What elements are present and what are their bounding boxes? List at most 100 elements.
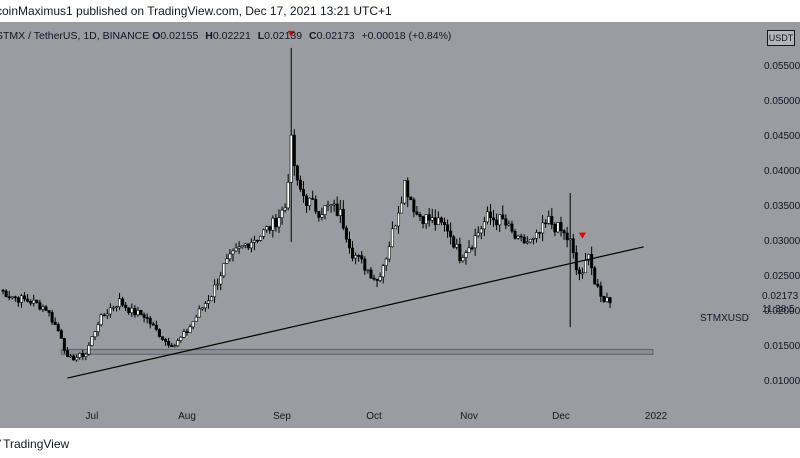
ticker-label: STMXUSDT (700, 313, 750, 324)
price-tick-label: 0.04000 (764, 166, 800, 178)
candle-body (75, 357, 79, 361)
candle-body (298, 179, 302, 190)
candle-body (446, 224, 450, 232)
candle-body (72, 355, 76, 361)
candle-body (262, 229, 266, 237)
candle-body (479, 228, 483, 234)
candle-body (90, 336, 94, 346)
candle-body (372, 277, 376, 280)
candle-body (584, 260, 588, 274)
candle-body (26, 298, 30, 302)
candle-body (476, 232, 480, 237)
candle-body (544, 222, 548, 225)
sell-signal-marker (578, 232, 586, 239)
candle-body (326, 204, 330, 207)
candle-body (531, 238, 535, 240)
price-axis[interactable]: 0.01000 0.01500 0.02000 0.02500 0.03000 0.035… (750, 22, 800, 406)
candle-body (608, 297, 612, 304)
candle-body (467, 247, 471, 254)
candle-body (482, 221, 486, 230)
candle-body (369, 269, 373, 279)
candle-body (289, 134, 293, 183)
candle-body (458, 243, 462, 262)
candle-body (142, 314, 146, 318)
candle-body (553, 224, 557, 233)
candle-body (516, 235, 520, 239)
candle-body (525, 241, 529, 244)
candle-body (308, 197, 312, 206)
candle-body (568, 238, 572, 241)
candle-body (35, 299, 39, 303)
time-tick-label: Jul (85, 411, 99, 422)
candle-body (154, 324, 158, 330)
candle-body (213, 284, 217, 298)
candle-body (234, 247, 238, 252)
candle-body (507, 223, 511, 226)
open-key: O (152, 30, 161, 42)
candle-body (286, 182, 290, 209)
price-tick-label: 0.02500 (764, 270, 800, 282)
candle-body (430, 217, 434, 221)
candle-body (203, 303, 207, 309)
candle-body (341, 208, 345, 229)
candle-body (13, 296, 17, 299)
candle-body (455, 243, 459, 248)
candle-body (470, 247, 474, 250)
candle-body (323, 205, 327, 215)
trend-line (67, 246, 644, 379)
candle-body (7, 296, 11, 299)
last-price-label: 0.02173 (762, 291, 799, 302)
high-key: H (205, 30, 213, 42)
close-key: C (309, 30, 317, 42)
candle-body (81, 353, 85, 357)
candle-body (596, 283, 600, 287)
price-tick-label: 0.01000 (764, 375, 800, 387)
candle-body (206, 300, 210, 304)
time-tick-label: Dec (552, 411, 570, 422)
candle-body (197, 308, 201, 318)
candle-body (488, 211, 492, 219)
time-axis[interactable]: Jul Aug Sep Oct Nov Dec 2022 (0, 406, 800, 428)
candle-body (108, 307, 112, 315)
candle-body (571, 238, 575, 253)
candle-body (176, 340, 180, 347)
candle-body (436, 217, 440, 225)
candle-body (179, 336, 183, 341)
candle-body (393, 225, 397, 230)
candle-body (41, 306, 45, 310)
candle-body (283, 207, 287, 211)
candle-body (387, 246, 391, 260)
candle-body (118, 298, 122, 307)
candle-body (96, 324, 100, 332)
candle-body (243, 243, 247, 246)
candle-body (397, 212, 401, 227)
candle-body (249, 242, 253, 249)
currency-button[interactable]: USDT (767, 30, 795, 46)
candle-body (44, 306, 48, 311)
candle-body (344, 227, 348, 240)
candle-body (4, 290, 8, 298)
candle-body (216, 283, 220, 286)
candle-body (433, 217, 437, 225)
candle-body (363, 258, 367, 271)
candle-body (200, 307, 204, 310)
candle-body (148, 318, 152, 325)
candle-body (29, 301, 33, 304)
candle-body (191, 321, 195, 328)
price-tick-label: 0.04500 (764, 131, 800, 143)
candle-body (541, 222, 545, 234)
candle-body (522, 236, 526, 244)
candle-body (415, 211, 419, 215)
footer: ⁄ TradingView (0, 428, 800, 458)
candle-body (580, 272, 584, 275)
chart-plot-area[interactable]: STMX / TetherUS, 1D, BINANCE O0.02155 H0… (0, 22, 750, 406)
candle-body (311, 197, 315, 200)
candle-body (301, 189, 305, 197)
candle-body (562, 230, 566, 234)
price-chart[interactable] (0, 22, 750, 406)
bar-countdown: 11:38:5 (762, 304, 795, 315)
candle-body (292, 134, 296, 167)
candle-body (65, 350, 69, 358)
candle-body (550, 216, 554, 225)
candle-body (335, 203, 339, 216)
